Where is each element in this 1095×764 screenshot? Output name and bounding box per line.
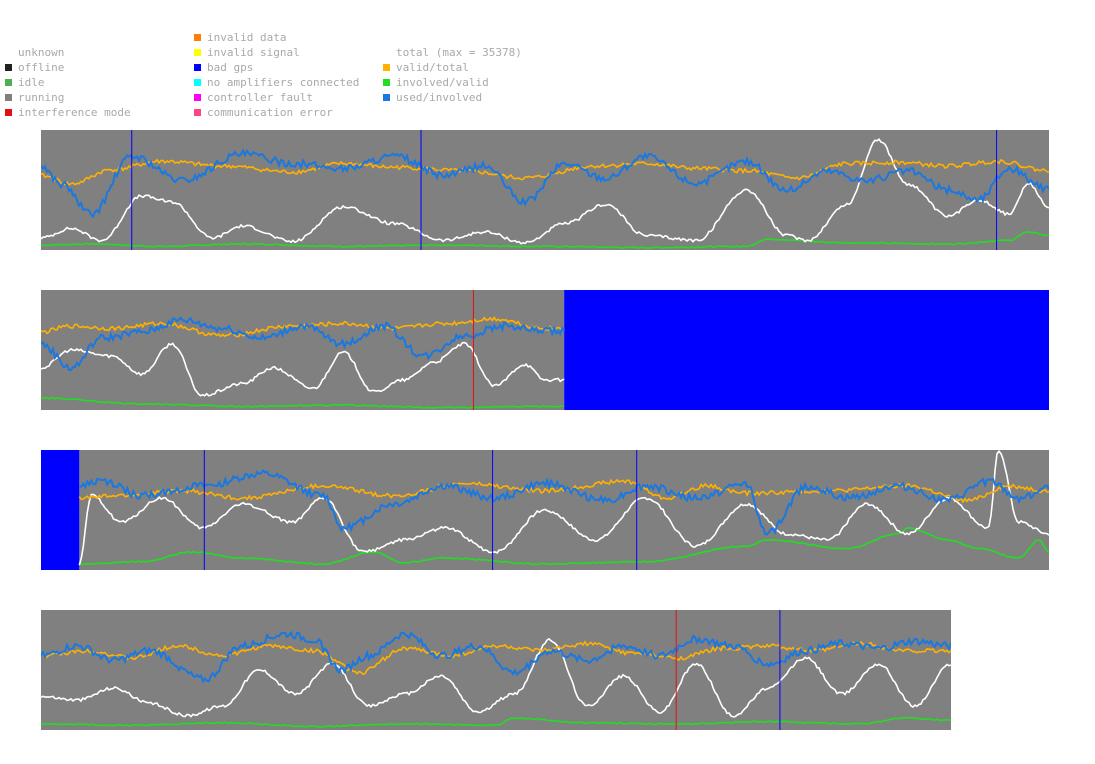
legend-item: bad gps [194,60,359,75]
running-region [41,610,951,730]
series-line-involved-valid [41,716,951,728]
series-line-total [41,138,1049,245]
chart-4 [41,610,951,730]
legend-label: bad gps [207,61,254,74]
series-line-used-involved [41,630,951,684]
legend-swatch [194,34,201,41]
legend-swatch [5,49,12,56]
series-line-total [41,341,565,397]
legend-swatch [5,79,12,86]
legend-metrics: total (max = 35378) valid/total involved/v… [383,45,522,105]
legend-swatch [5,64,12,71]
running-region [41,290,565,410]
legend-label: running [18,91,65,104]
legend-swatch [5,109,12,116]
series-line-used-involved [41,148,1049,219]
legend-label: controller fault [207,91,313,104]
chart-1 [41,130,1049,250]
bad-gps-region [564,290,1049,410]
series-line-total [78,450,1049,566]
legend-swatch [194,109,201,116]
legend-label: invalid signal [207,46,300,59]
chart-panel-1 [41,130,1049,250]
legend-label: valid/total [396,61,469,74]
chart-3 [41,450,1049,570]
legend-label: involved/valid [396,76,489,89]
legend-item: no amplifiers connected [194,75,359,90]
legend-label: idle [18,76,45,89]
legend-label: invalid data [207,31,287,44]
series-line-used-involved [78,468,1049,536]
series-line-valid-total [41,640,951,675]
legend-label: offline [18,61,65,74]
legend-swatch [5,94,12,101]
legend-item: offline [5,60,131,75]
legend-item: valid/total [383,60,522,75]
legend-item: interference mode [5,105,131,120]
legend-item: invalid signal [194,45,359,60]
legend-item: unknown [5,45,131,60]
legend-item: invalid data [194,30,359,45]
legend-item: idle [5,75,131,90]
legend-label: total (max = 35378) [396,46,522,59]
series-line-total [41,637,951,718]
chart-panel-4 [41,610,951,730]
series-line-used-involved [41,316,566,371]
legend-label: communication error [207,106,333,119]
legend-item: used/involved [383,90,522,105]
chart-panel-3 [41,450,1049,570]
legend-label: unknown [18,46,65,59]
chart-panel-2 [41,290,1049,410]
bad-gps-region [41,450,80,570]
legend-swatch [194,79,201,86]
series-line-involved-valid [41,230,1049,249]
legend-swatch [383,64,390,71]
legend-item: running [5,90,131,105]
series-line-involved-valid [41,396,565,409]
legend-swatch [194,64,201,71]
legend-swatch [383,79,390,86]
legend-swatch [383,49,390,56]
legend-label: no amplifiers connected [207,76,360,89]
legend-status: unknown offline idle running interference mo… [5,45,131,120]
legend-swatch [194,94,201,101]
running-region [79,450,1049,570]
legend-swatch [383,94,390,101]
chart-2 [41,290,1049,410]
legend-errors: invalid data invalid signal bad gps no ampl… [194,30,359,120]
legend-label: interference mode [18,106,131,119]
legend-item: total (max = 35378) [383,45,522,60]
legend-swatch [194,49,201,56]
legend-label: used/involved [396,91,483,104]
legend-item: communication error [194,105,359,120]
series-line-involved-valid [79,526,1049,566]
running-region [41,130,1049,250]
legend-item: controller fault [194,90,359,105]
legend-item: involved/valid [383,75,522,90]
